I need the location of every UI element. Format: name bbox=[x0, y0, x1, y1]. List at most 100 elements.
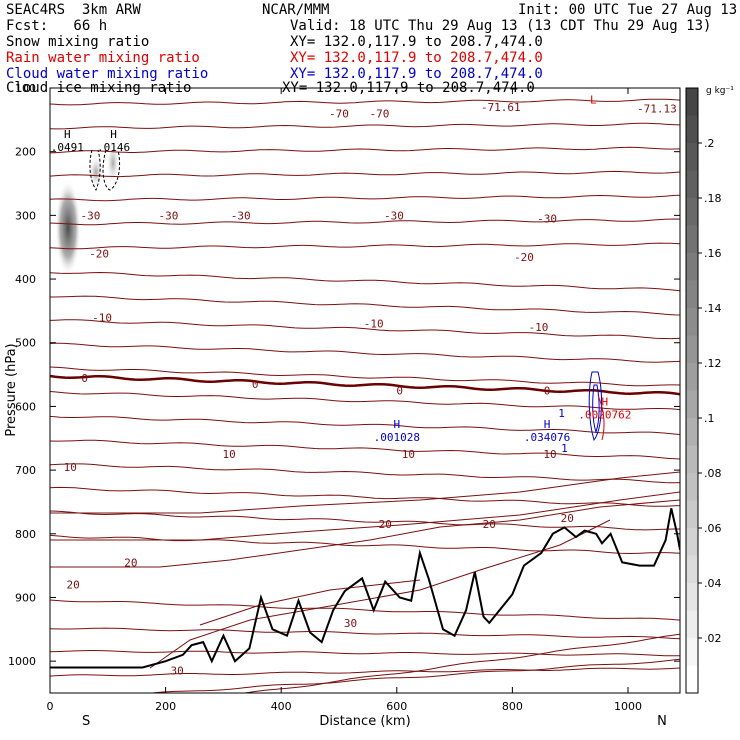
contour-mark: L bbox=[590, 93, 597, 106]
y-tick-label: 500 bbox=[15, 337, 36, 350]
colorbar-tick-label: .08 bbox=[704, 467, 722, 480]
isotherm-label: 0 bbox=[252, 378, 259, 391]
extremum-value: .0146 bbox=[97, 141, 130, 154]
isotherm-line bbox=[50, 471, 680, 514]
y-tick-label: 700 bbox=[15, 464, 36, 477]
cloud-water-contour bbox=[588, 371, 602, 442]
isotherm-line bbox=[50, 146, 680, 154]
extremum-label: H bbox=[602, 396, 609, 409]
isotherm-line bbox=[50, 366, 680, 387]
isotherm-line bbox=[50, 499, 680, 568]
isotherm-line bbox=[50, 342, 680, 363]
colorbar-tick-label: .18 bbox=[704, 192, 722, 205]
isotherm-line bbox=[50, 319, 680, 340]
isotherm-line bbox=[50, 415, 680, 435]
contour-mark: 1 bbox=[561, 442, 568, 455]
colorbar-cell bbox=[686, 583, 698, 611]
extremum-label: H bbox=[110, 128, 117, 141]
isotherm-label: -30 bbox=[159, 209, 179, 222]
colorbar-tick-label: .14 bbox=[704, 302, 722, 315]
isotherm-line bbox=[50, 218, 680, 226]
isotherm-line bbox=[50, 295, 680, 316]
extremum-label: H bbox=[64, 128, 71, 141]
colorbar-cell bbox=[686, 308, 698, 336]
isotherm-label: -10 bbox=[364, 318, 384, 331]
colorbar-cell bbox=[686, 555, 698, 584]
isotherm-label: 0 bbox=[81, 372, 88, 385]
isotherm-line bbox=[50, 463, 680, 484]
isotherm-line bbox=[50, 170, 680, 178]
colorbar-cell bbox=[686, 225, 698, 254]
colorbar-cell bbox=[686, 418, 698, 446]
field-xy-rain: XY= 132.0,117.9 to 208.7,474.0 bbox=[290, 50, 543, 66]
x-tick-label: 0 bbox=[47, 700, 54, 713]
x-end-label-south: S bbox=[82, 714, 90, 729]
isotherm-label: 0 bbox=[396, 385, 403, 398]
cloud-water-contour bbox=[592, 384, 600, 434]
extremum-label: H bbox=[544, 418, 551, 431]
isotherm-line bbox=[50, 627, 680, 640]
isotherm-label: -30 bbox=[231, 209, 251, 222]
isotherm-line bbox=[50, 510, 680, 531]
isotherm-line bbox=[50, 486, 680, 507]
colorbar-tick-label: .2 bbox=[704, 137, 715, 150]
valid-time: Valid: 18 UTC Thu 29 Aug 13 (13 CDT Thu … bbox=[290, 18, 712, 34]
x-tick-label: 1000 bbox=[614, 700, 642, 713]
colorbar-cell bbox=[686, 528, 698, 556]
isotherm-line bbox=[50, 391, 680, 411]
field-name-rain: Rain water mixing ratio bbox=[6, 50, 200, 66]
isotherm-line bbox=[242, 633, 680, 693]
colorbar-cell bbox=[686, 390, 698, 419]
colorbar-cell bbox=[686, 115, 698, 144]
isotherm-label: 20 bbox=[379, 518, 392, 531]
y-axis-label: Pressure (hPa) bbox=[4, 343, 19, 436]
colorbar-unit: g kg⁻¹ bbox=[706, 86, 734, 96]
extremum-value: .034076 bbox=[524, 431, 570, 444]
extremum-value: .001028 bbox=[374, 431, 420, 444]
isotherm-line bbox=[50, 98, 680, 106]
plot-frame bbox=[49, 87, 681, 694]
x-tick-label: 400 bbox=[271, 700, 292, 713]
isotherm-line bbox=[50, 194, 680, 202]
field-name-snow: Snow mixing ratio bbox=[6, 34, 150, 50]
snow-contour bbox=[89, 149, 101, 192]
y-tick-label: 300 bbox=[15, 209, 36, 222]
isotherm-line bbox=[50, 650, 680, 657]
isotherm-label: -30 bbox=[384, 209, 404, 222]
isotherm-label: -20 bbox=[89, 248, 109, 261]
isotherm-label: 10 bbox=[64, 461, 77, 474]
colorbar-tick-label: .04 bbox=[704, 577, 722, 590]
colorbar-cell bbox=[686, 143, 698, 171]
isotherm-label: -30 bbox=[81, 209, 101, 222]
freezing-level-line bbox=[50, 374, 680, 396]
project-title: SEAC4RS 3km ARW bbox=[6, 2, 141, 18]
colorbar-cell bbox=[686, 363, 698, 391]
colorbar-tick-label: .1 bbox=[704, 412, 715, 425]
isotherm-line bbox=[149, 519, 611, 669]
isotherm-label: 30 bbox=[344, 617, 357, 630]
y-tick-label: 600 bbox=[15, 400, 36, 413]
isotherm-label: -10 bbox=[528, 321, 548, 334]
colorbar-cell bbox=[686, 445, 698, 474]
isotherm-line bbox=[199, 579, 421, 626]
isotherm-line bbox=[50, 439, 680, 460]
isotherm-label: -20 bbox=[514, 251, 534, 264]
x-axis-label: Distance (km) bbox=[319, 714, 410, 729]
extremum-value: .0020762 bbox=[578, 409, 631, 422]
isotherm-label: 20 bbox=[66, 579, 79, 592]
colorbar-cell bbox=[686, 198, 698, 226]
isotherm-line bbox=[50, 667, 680, 677]
colorbar-tick-label: .12 bbox=[704, 357, 722, 370]
y-tick-label: 100 bbox=[15, 82, 36, 95]
isotherm-label: -70 bbox=[370, 107, 390, 120]
isotherm-line bbox=[50, 242, 680, 250]
colorbar-cell bbox=[686, 88, 698, 116]
isotherm-label: 20 bbox=[561, 512, 574, 525]
colorbar-cell bbox=[686, 610, 698, 639]
colorbar-cell bbox=[686, 665, 698, 694]
isotherm-line bbox=[50, 122, 680, 130]
x-tick-label: 600 bbox=[386, 700, 407, 713]
isotherm-label: 10 bbox=[402, 448, 415, 461]
extremum-label: H bbox=[393, 418, 400, 431]
